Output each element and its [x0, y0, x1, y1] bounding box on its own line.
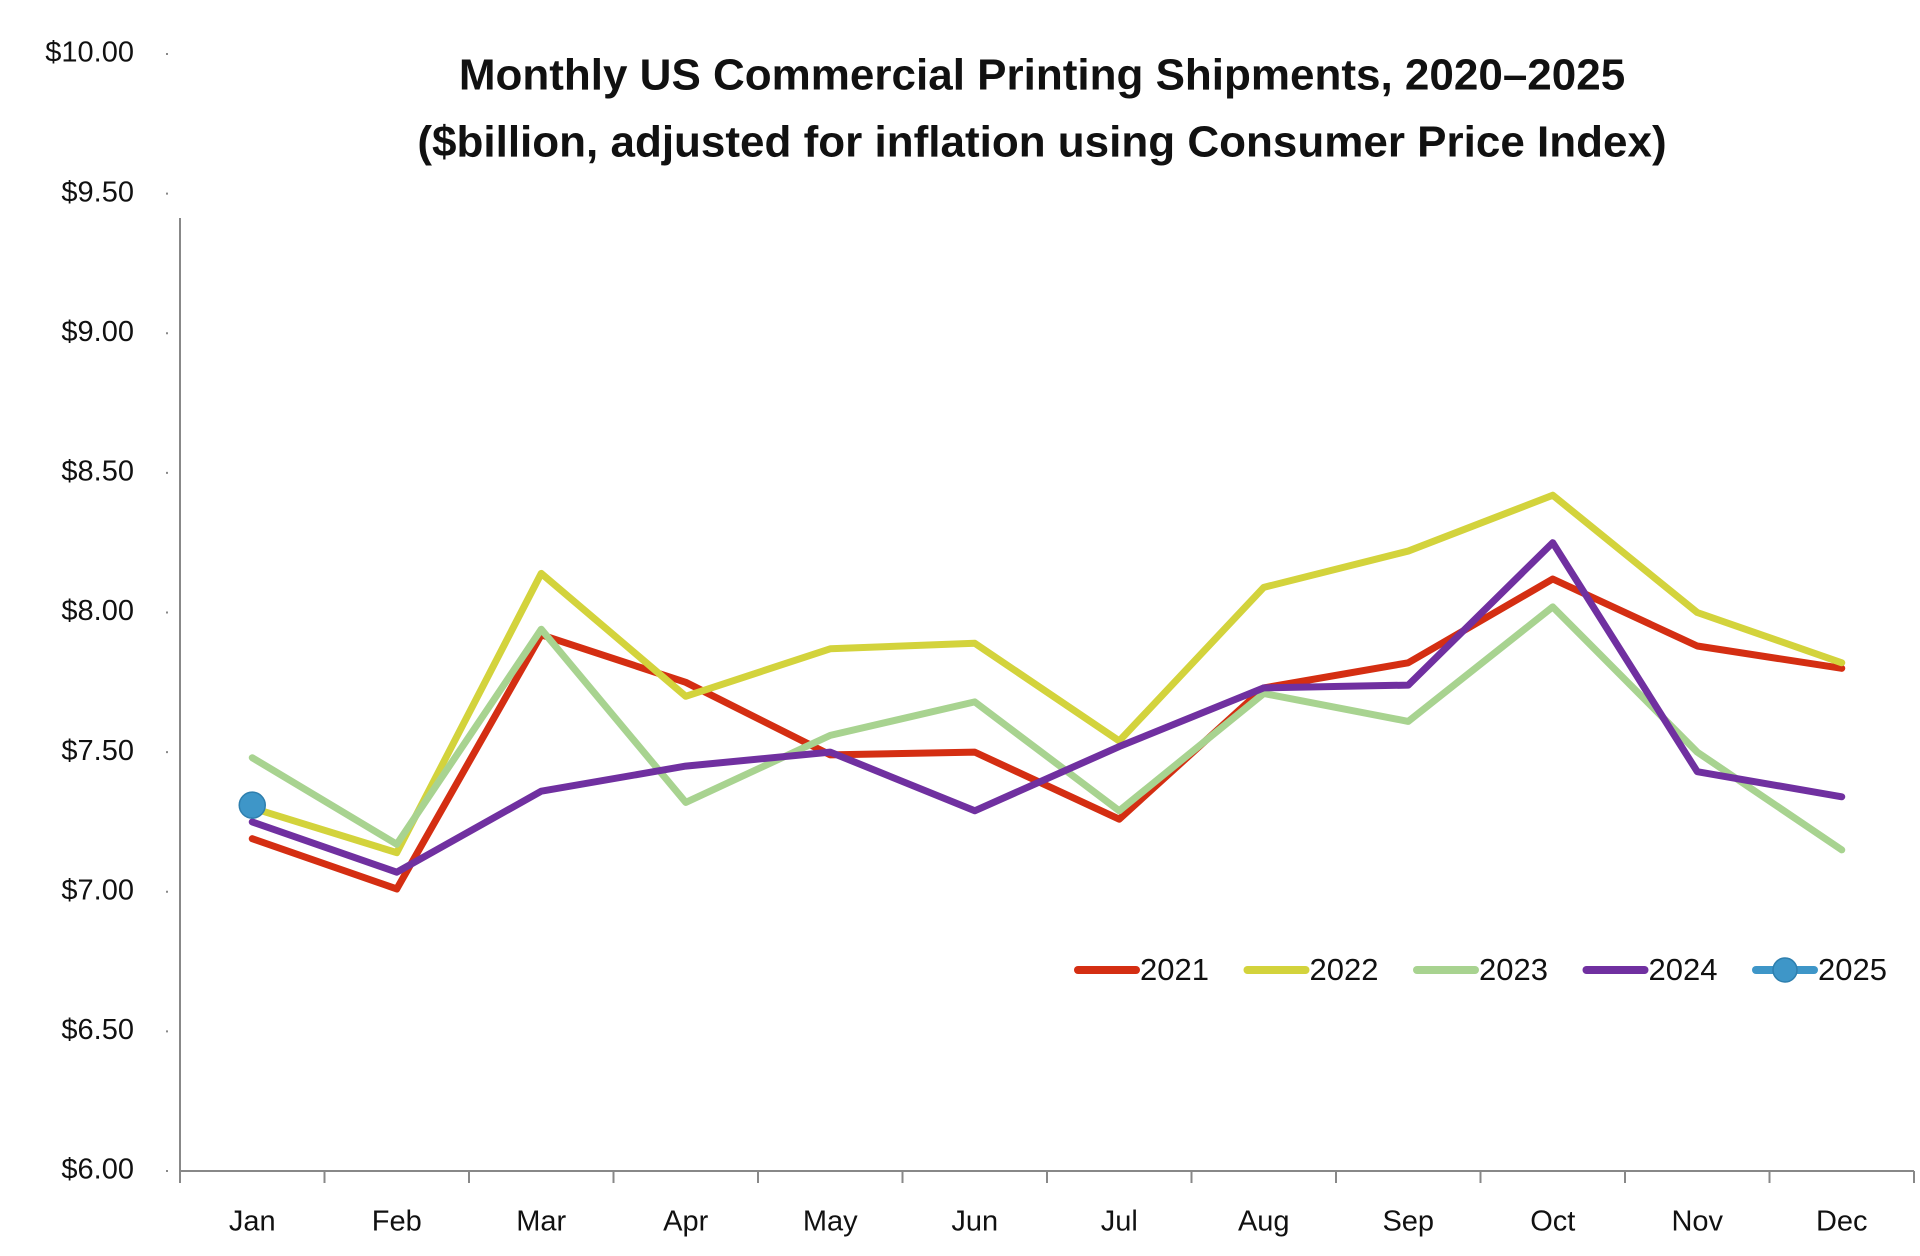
x-tick-label: Sep [1382, 1206, 1434, 1238]
legend-label: 2025 [1818, 952, 1887, 987]
x-tick-label: Jan [229, 1206, 276, 1238]
chart-title: Monthly US Commercial Printing Shipments… [459, 51, 1625, 100]
y-tick-label: $8.50 [61, 456, 134, 488]
series-line [248, 491, 1846, 857]
y-tick-label: $7.00 [61, 874, 134, 906]
x-tick-label: Jul [1101, 1206, 1138, 1238]
chart-subtitle: ($billion, adjusted for inflation using … [417, 118, 1666, 167]
legend-label: 2022 [1310, 952, 1379, 987]
y-tick-label: $10.00 [45, 37, 134, 69]
legend-label: 2024 [1649, 952, 1718, 987]
series-line [248, 603, 1846, 854]
x-tick-label: Dec [1816, 1206, 1868, 1238]
series-line [248, 575, 1846, 893]
y-tick-label: $6.50 [61, 1014, 134, 1046]
x-tick-label: Oct [1530, 1206, 1575, 1238]
x-tick-label: Mar [516, 1206, 566, 1238]
x-tick-label: Aug [1238, 1206, 1290, 1238]
y-tick-label: $9.00 [61, 316, 134, 348]
y-tick-label: $6.00 [61, 1154, 134, 1186]
series-line [248, 539, 1846, 876]
x-tick-label: May [803, 1206, 858, 1238]
series-marker [238, 791, 266, 819]
legend-marker [1772, 957, 1798, 983]
x-tick-label: Jun [951, 1206, 998, 1238]
x-tick-label: Nov [1671, 1206, 1723, 1238]
legend-label: 2021 [1140, 952, 1209, 987]
x-tick-label: Feb [372, 1206, 422, 1238]
legend-label: 2023 [1479, 952, 1548, 987]
y-tick-label: $8.00 [61, 595, 134, 627]
y-tick-label: $9.50 [61, 176, 134, 208]
x-tick-label: Apr [663, 1206, 708, 1238]
y-tick-label: $7.50 [61, 735, 134, 767]
